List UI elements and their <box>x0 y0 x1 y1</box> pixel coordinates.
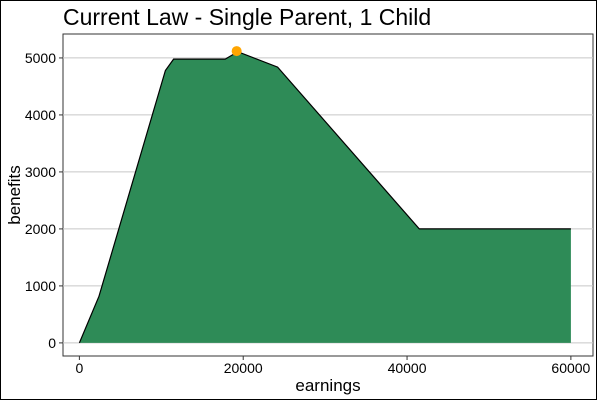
y-tick-label-1: 1000 <box>25 278 56 294</box>
benefits-outline-0 <box>78 51 571 344</box>
max-benefit-point <box>231 46 242 57</box>
x-tick-label-3: 60000 <box>551 360 590 376</box>
y-tick-label-0: 0 <box>48 335 56 351</box>
y-axis-ticks: 0 1000 2000 3000 4000 5000 <box>25 50 63 351</box>
x-tick-label-0: 0 <box>75 360 83 376</box>
y-tick-label-2: 2000 <box>25 221 56 237</box>
series-layer <box>78 46 571 344</box>
benefits-area-0 <box>79 52 571 343</box>
x-axis-ticks: 0 20000 40000 60000 <box>75 356 591 376</box>
x-tick-label-1: 20000 <box>224 360 263 376</box>
y-tick-label-4: 4000 <box>25 107 56 123</box>
y-tick-label-5: 5000 <box>25 50 56 66</box>
x-axis-title: earnings <box>295 376 360 395</box>
chart-title: Current Law - Single Parent, 1 Child <box>63 4 431 30</box>
x-tick-label-2: 40000 <box>388 360 427 376</box>
y-tick-label-3: 3000 <box>25 164 56 180</box>
y-axis-title: benefits <box>5 165 24 225</box>
